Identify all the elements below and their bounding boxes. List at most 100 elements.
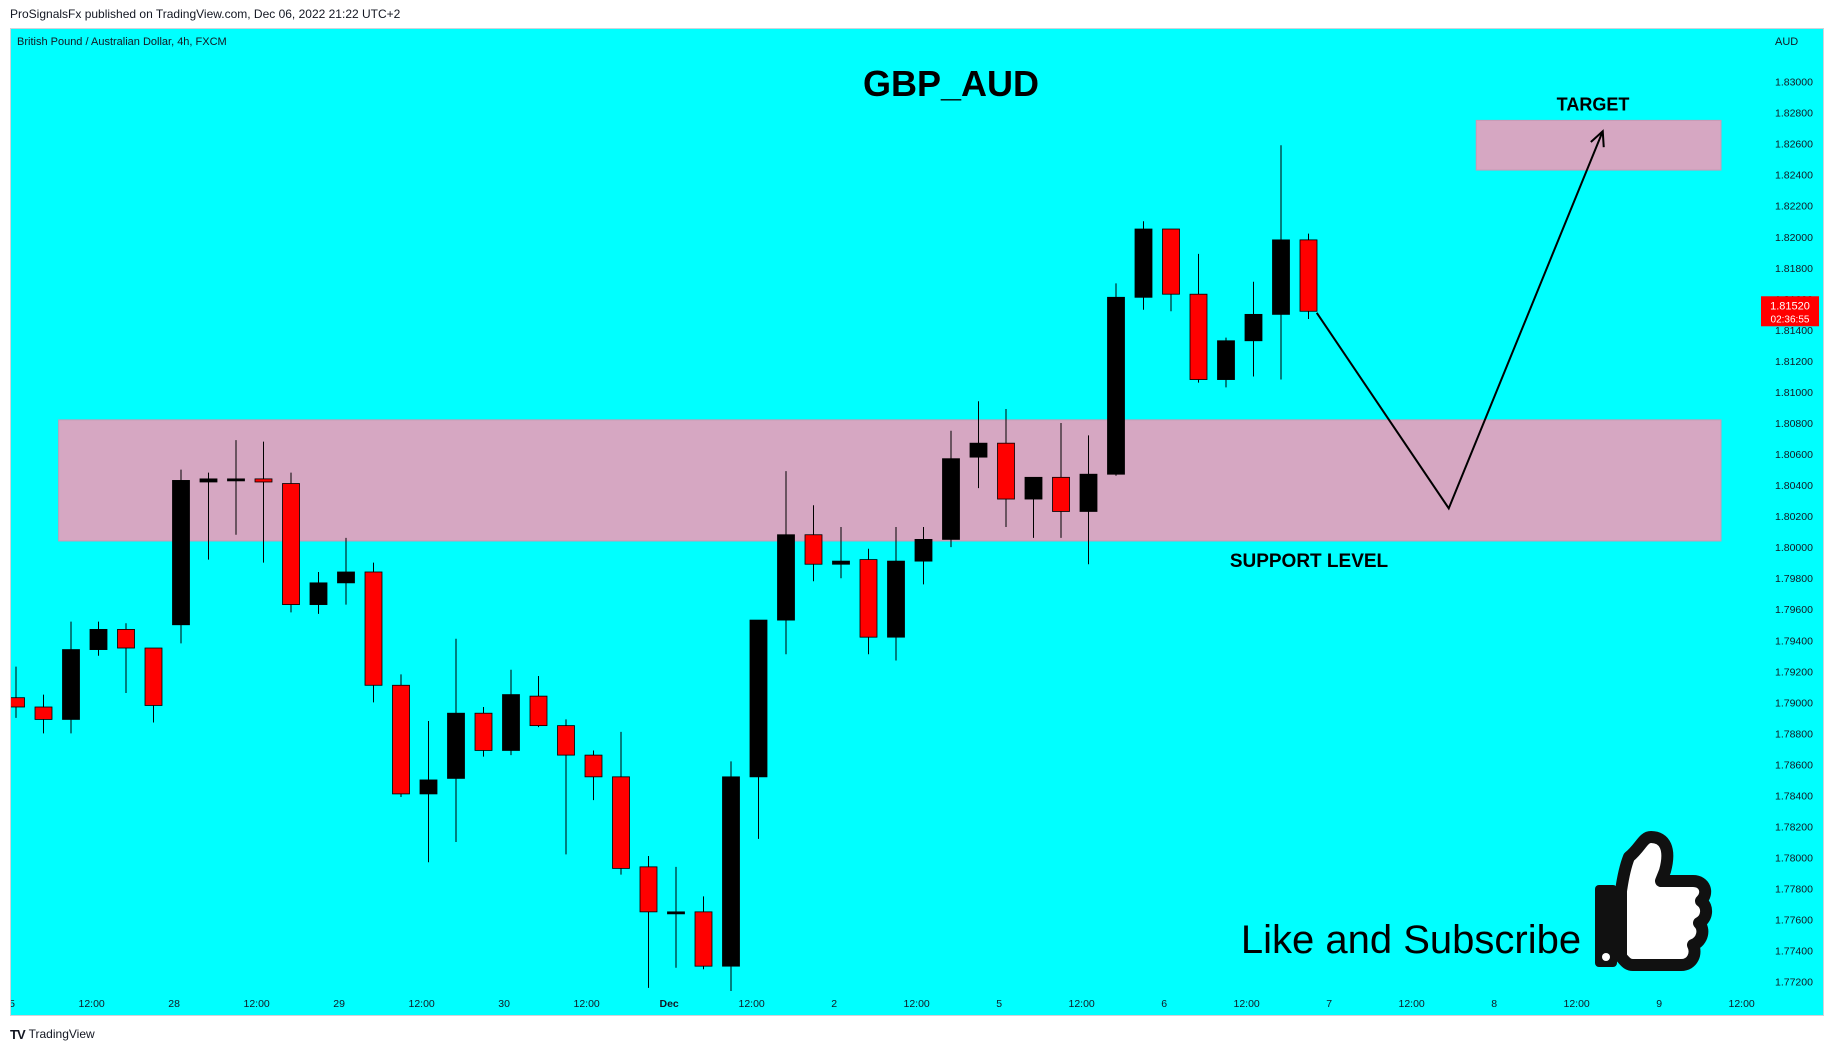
candle: [694, 896, 713, 970]
candle-body: [1024, 476, 1043, 500]
y-axis-tick-label: 1.81200: [1775, 356, 1813, 368]
x-axis-tick-label: 12:00: [78, 998, 104, 1010]
x-axis-tick-label: Dec: [659, 998, 678, 1010]
y-axis-tick-label: 1.80000: [1775, 542, 1813, 554]
candle: [254, 441, 273, 563]
tradingview-label: TradingView: [28, 1027, 95, 1041]
candle: [474, 707, 493, 757]
support-zone[interactable]: [58, 419, 1722, 542]
candle: [969, 401, 988, 489]
x-axis-tick-label: 12:00: [1563, 998, 1589, 1010]
candle-body: [419, 779, 438, 795]
zones-layer: [58, 119, 1722, 542]
candle-body: [997, 442, 1015, 500]
y-axis-tick-label: 1.78400: [1775, 790, 1813, 802]
promo-text: Like and Subscribe: [1241, 918, 1581, 962]
candle-body: [62, 649, 80, 720]
candle: [859, 548, 878, 655]
y-axis-tick-label: 1.82600: [1775, 139, 1813, 151]
candle: [667, 866, 685, 968]
drawing-layer: [1315, 129, 1605, 511]
y-axis-tick-label: 1.78000: [1775, 853, 1813, 865]
chart-pane[interactable]: 1.83000 1.82800 1.82600 1.82400 1.82200 1.820…: [10, 28, 1824, 1016]
candle-body: [612, 776, 630, 869]
target-zone[interactable]: [1475, 119, 1722, 171]
symbol-label: British Pound / Australian Dollar, 4h, F…: [17, 36, 227, 48]
candle: [722, 761, 740, 991]
candle-body: [199, 478, 218, 483]
y-axis-tick-label: 1.79200: [1775, 666, 1813, 678]
candle: [419, 720, 438, 863]
candle-body: [832, 560, 850, 565]
candle-body: [914, 538, 933, 562]
support-level-label: SUPPORT LEVEL: [1230, 551, 1389, 572]
candle: [34, 694, 53, 734]
y-axis-tick-label: 1.82200: [1775, 201, 1813, 213]
candle-body: [34, 706, 53, 720]
y-axis-tick-label: 1.80200: [1775, 511, 1813, 523]
candle: [832, 526, 850, 579]
x-axis-tick-label: 12:00: [738, 998, 764, 1010]
candle-body: [1272, 239, 1290, 315]
candle-body: [474, 712, 493, 751]
candle: [89, 621, 108, 656]
candle: [1079, 435, 1098, 565]
candle-body: [89, 629, 108, 650]
y-axis-tick-label: 1.79000: [1775, 697, 1813, 709]
candle-body: [667, 911, 685, 915]
y-axis-tick-label: 1.82000: [1775, 232, 1813, 244]
candle: [804, 505, 823, 582]
x-axis-tick-label: 12:00: [573, 998, 599, 1010]
chart-canvas[interactable]: 1.83000 1.82800 1.82600 1.82400 1.82200 1.820…: [11, 29, 1823, 1015]
x-axis-tick-label: 12:00: [1398, 998, 1424, 1010]
candle-body: [144, 647, 163, 706]
candle-body: [557, 725, 575, 756]
tradingview-logo-icon: TV: [10, 1026, 26, 1042]
bar-countdown: 02:36:55: [1771, 314, 1810, 325]
candle: [1107, 283, 1125, 476]
candle-body: [1217, 340, 1235, 380]
x-axis-tick-label: 12:00: [1068, 998, 1094, 1010]
target-label: TARGET: [1557, 94, 1630, 114]
x-axis-tick-label: 5: [996, 998, 1002, 1010]
candle-body: [1189, 293, 1208, 380]
y-axis-tick-label: 1.77400: [1775, 946, 1813, 958]
candle-body: [942, 458, 960, 540]
axis-layer: 1.83000 1.82800 1.82600 1.82400 1.82200 1.820…: [11, 77, 1813, 1010]
x-axis-tick-label: 30: [498, 998, 510, 1010]
candle-body: [227, 478, 245, 482]
y-axis-tick-label: 1.77600: [1775, 915, 1813, 927]
last-price-value: 1.81520: [1770, 300, 1810, 312]
candle-body: [364, 571, 383, 686]
x-axis-tick-label: 12:00: [1728, 998, 1754, 1010]
x-axis-tick-label: 28: [168, 998, 180, 1010]
y-axis-tick-label: 1.82800: [1775, 108, 1813, 120]
y-axis-tick-label: 1.81800: [1775, 263, 1813, 275]
candle: [887, 526, 905, 661]
candle: [309, 571, 328, 614]
y-axis-tick-label: 1.77800: [1775, 884, 1813, 896]
last-price-tag: 1.81520 02:36:55: [1761, 296, 1819, 327]
candle-body: [1134, 228, 1153, 298]
x-axis-tick-label: 25: [11, 998, 15, 1010]
y-axis-tick-label: 1.79400: [1775, 635, 1813, 647]
candle: [777, 471, 795, 655]
candle: [282, 472, 300, 613]
y-axis-tick-label: 1.81400: [1775, 325, 1813, 337]
candle: [529, 675, 548, 728]
candle: [364, 562, 383, 703]
candle-body: [584, 754, 603, 778]
candle-body: [172, 480, 190, 626]
candle: [144, 647, 163, 723]
candle-body: [1162, 228, 1180, 295]
candle-body: [447, 712, 465, 779]
candle-body: [749, 619, 768, 778]
candles-layer: [11, 145, 1318, 991]
candle: [914, 526, 933, 585]
candle-body: [529, 695, 548, 727]
x-axis-tick-label: 29: [333, 998, 345, 1010]
thumbs-up-icon: [1595, 831, 1712, 971]
candle: [1162, 228, 1180, 312]
projection-path[interactable]: [1315, 130, 1604, 511]
candle: [11, 666, 25, 718]
